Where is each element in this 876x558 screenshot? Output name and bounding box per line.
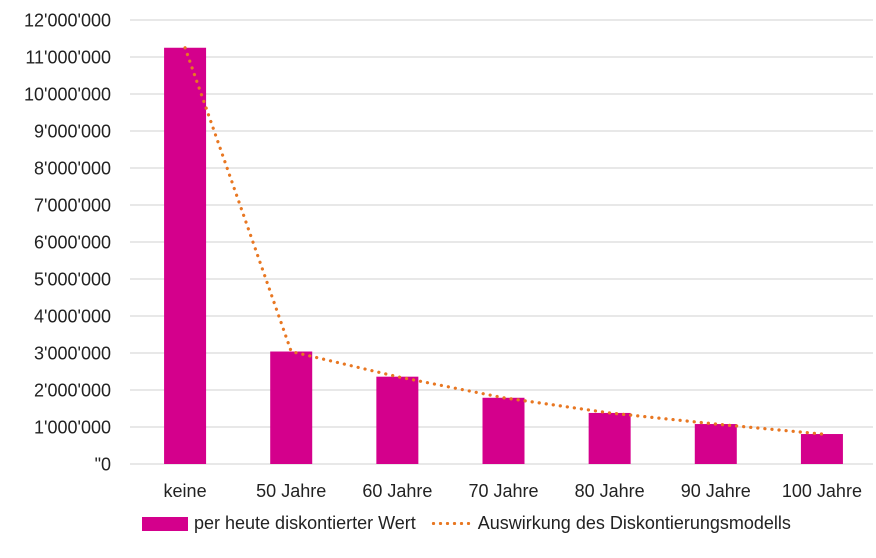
y-tick-label: 8'000'000 — [34, 159, 111, 179]
y-tick-label: "0 — [95, 455, 111, 475]
x-tick-label: 60 Jahre — [362, 481, 432, 501]
y-tick-label: 2'000'000 — [34, 381, 111, 401]
bar-swatch-icon — [142, 516, 188, 531]
bar — [800, 434, 843, 464]
y-tick-label: 10'000'000 — [24, 85, 111, 105]
legend-line-label: Auswirkung des Diskontierungsmodells — [477, 513, 791, 533]
x-tick-label: keine — [164, 481, 207, 501]
x-tick-label: 90 Jahre — [681, 481, 751, 501]
bar — [482, 397, 525, 464]
y-tick-label: 6'000'000 — [34, 233, 111, 253]
x-axis-ticks: keine 50 Jahre 60 Jahre 70 Jahre 80 Jahre 90 … — [164, 481, 862, 501]
y-tick-label: 11'000'000 — [25, 48, 111, 68]
y-tick-label: 9'000'000 — [34, 122, 111, 142]
legend-bar-label: per heute diskontierter Wert — [194, 513, 416, 533]
legend-item-line: Auswirkung des Diskontierungsmodells — [429, 513, 791, 534]
legend-item-bar: per heute diskontierter Wert — [142, 513, 416, 534]
trend-line — [183, 46, 824, 436]
bar-chart: "0 1'000'000 2'000'000 3'000'000 4'000'000 5'… — [24, 11, 873, 501]
y-tick-label: 7'000'000 — [34, 196, 111, 216]
y-axis-ticks: "0 1'000'000 2'000'000 3'000'000 4'000'000 5'… — [24, 11, 111, 475]
x-tick-label: 100 Jahre — [782, 481, 862, 501]
bar — [164, 47, 207, 464]
bar-series — [164, 47, 843, 464]
dotted-line-swatch-icon — [429, 522, 472, 525]
y-tick-label: 5'000'000 — [34, 270, 111, 290]
legend: per heute diskontierter Wert Auswirkung … — [0, 513, 876, 534]
x-tick-label: 70 Jahre — [468, 481, 538, 501]
y-tick-label: 4'000'000 — [34, 307, 111, 327]
y-tick-label: 3'000'000 — [34, 344, 111, 364]
x-tick-label: 50 Jahre — [256, 481, 326, 501]
y-tick-label: 12'000'000 — [24, 11, 111, 31]
x-tick-label: 80 Jahre — [575, 481, 645, 501]
bar — [376, 376, 419, 464]
bar — [270, 351, 313, 464]
y-tick-label: 1'000'000 — [34, 418, 111, 438]
bar — [588, 412, 631, 464]
bar — [694, 424, 737, 464]
gridlines — [130, 19, 873, 465]
